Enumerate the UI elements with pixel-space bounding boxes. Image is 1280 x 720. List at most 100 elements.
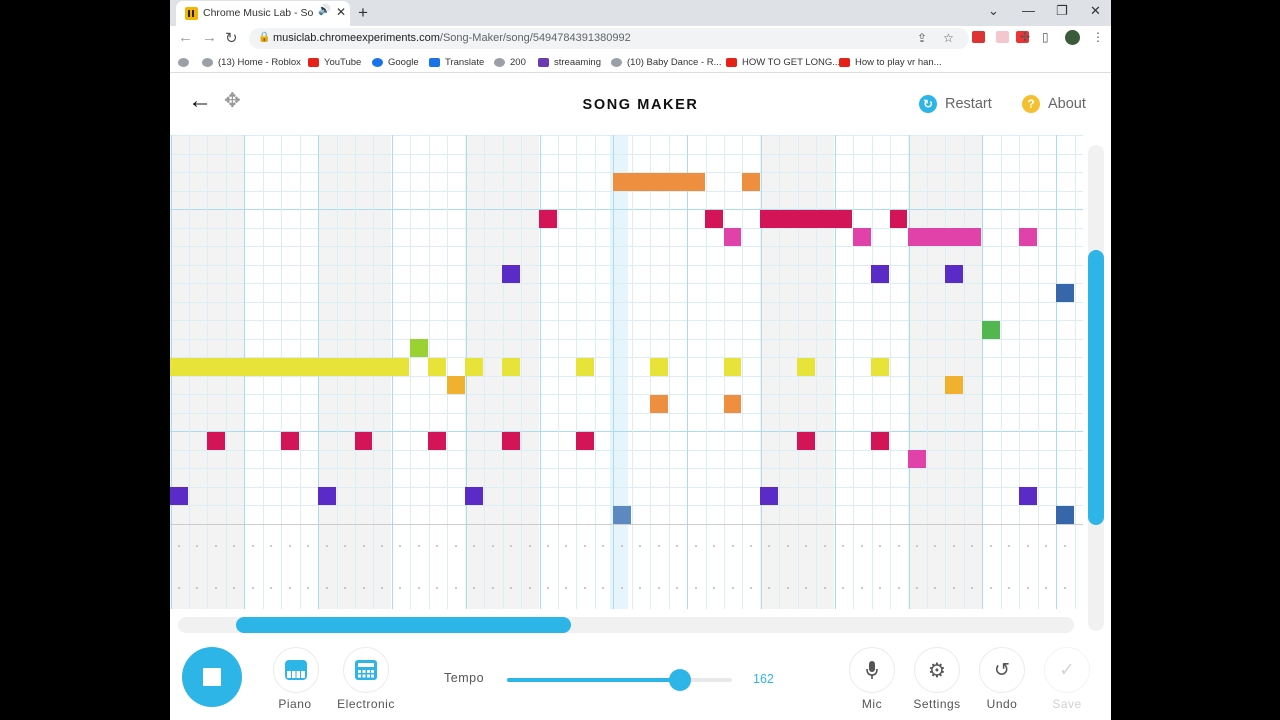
bookmark-item[interactable]: YouTube: [308, 55, 361, 69]
note-cell: [852, 228, 871, 246]
percussion-button[interactable]: [343, 647, 389, 693]
grid-column-line: [410, 135, 412, 609]
control-bar: Piano Electronic Tempo 162 Mic: [170, 637, 1111, 720]
grid-row-line: [170, 301, 1083, 303]
percussion-dot: [805, 587, 808, 589]
restart-button[interactable]: ↻ Restart: [919, 95, 992, 113]
bookmark-item[interactable]: Google: [372, 55, 419, 69]
grid-row-line: [170, 227, 1083, 229]
stop-button[interactable]: [182, 647, 242, 707]
browser-window: Chrome Music Lab - Song M 🔊 ✕ + ⌄ — ❐ ✕ …: [170, 0, 1111, 720]
grid-beat-line: [539, 135, 541, 609]
percussion-dot: [620, 545, 623, 547]
percussion-dot: [251, 587, 254, 589]
note-cell: [354, 431, 373, 450]
new-tab-button[interactable]: +: [358, 3, 368, 22]
share-icon[interactable]: ⇪: [917, 31, 928, 45]
extension-icon[interactable]: [1016, 31, 1029, 43]
back-arrow-icon[interactable]: ←: [188, 87, 212, 114]
percussion-dot: [713, 545, 716, 547]
extension-icon[interactable]: [972, 31, 985, 43]
move-arrows-icon[interactable]: ✥: [224, 90, 241, 112]
address-bar[interactable]: 🔒 musiclab.chromeexperiments.com/Song-Ma…: [249, 28, 969, 49]
percussion-dot: [214, 587, 217, 589]
minimize-button[interactable]: —: [1022, 3, 1035, 18]
tempo-slider-fill: [507, 678, 681, 682]
percussion-dot: [307, 545, 310, 547]
horizontal-scroll-thumb[interactable]: [236, 617, 571, 633]
reload-icon[interactable]: ↻: [225, 30, 238, 47]
settings-button[interactable]: ⚙: [914, 647, 960, 693]
percussion-dot: [214, 545, 217, 547]
grid-column-line: [1000, 135, 1002, 609]
profile-avatar-icon[interactable]: [1065, 30, 1080, 45]
percussion-dot: [454, 587, 457, 589]
tempo-slider-knob[interactable]: [669, 669, 692, 691]
percussion-dot: [178, 545, 180, 547]
bookmark-label: Google: [388, 56, 419, 68]
bookmark-item[interactable]: (13) Home - Roblox: [202, 55, 301, 69]
bookmark-item[interactable]: Translate: [429, 55, 484, 69]
percussion-dot: [233, 587, 236, 589]
bookmark-label: Translate: [445, 56, 485, 68]
percussion-dot: [251, 545, 254, 547]
close-tab-icon[interactable]: ✕: [336, 5, 347, 19]
bookmark-item[interactable]: 200: [494, 55, 526, 69]
extensions-puzzle-icon[interactable]: ✣: [1020, 30, 1031, 44]
checkmark-icon: ✓: [1059, 659, 1075, 681]
save-button[interactable]: ✓: [1044, 647, 1090, 693]
percussion-dot: [897, 587, 900, 589]
bookmark-item[interactable]: How to play vr han...: [839, 55, 942, 69]
vertical-scroll-thumb[interactable]: [1088, 250, 1104, 525]
percussion-dot: [178, 587, 180, 589]
about-label: About: [1048, 96, 1086, 112]
bookmark-item[interactable]: (10) Baby Dance - R...: [611, 55, 722, 69]
grid-column-line: [631, 135, 633, 609]
note-cell: [502, 431, 521, 450]
percussion-dot: [528, 545, 531, 547]
percussion-dot: [325, 545, 328, 547]
percussion-dot: [454, 545, 457, 547]
speaker-icon[interactable]: 🔊: [318, 5, 331, 16]
bookmark-item[interactable]: HOW TO GET LONG...: [726, 55, 840, 69]
bookmark-label: YouTube: [324, 56, 362, 68]
undo-button[interactable]: ↺: [979, 647, 1025, 693]
tab-search-icon[interactable]: ⌄: [988, 3, 999, 18]
note-cell: [871, 357, 890, 376]
grid-column-line: [668, 135, 670, 609]
back-nav-icon[interactable]: ←: [178, 29, 193, 46]
percussion-dot: [380, 587, 383, 589]
grid-column-line: [926, 135, 928, 609]
browser-tab[interactable]: Chrome Music Lab - Song M 🔊 ✕: [176, 1, 350, 26]
extension-icon[interactable]: [996, 31, 1009, 43]
grid-row-line: [170, 190, 1083, 192]
bookmark-star-icon[interactable]: ☆: [943, 31, 954, 45]
percussion-dot: [731, 587, 734, 589]
close-window-button[interactable]: ✕: [1090, 3, 1101, 18]
percussion-dot: [989, 545, 992, 547]
note-cell: [797, 357, 816, 376]
tempo-label: Tempo: [444, 671, 485, 685]
percussion-dot: [602, 587, 605, 589]
percussion-dot: [1008, 545, 1011, 547]
maximize-button[interactable]: ❐: [1056, 3, 1068, 18]
percussion-dot: [288, 587, 291, 589]
note-cell: [723, 394, 742, 413]
bookmark-item[interactable]: streaaming: [538, 55, 601, 69]
forward-nav-icon[interactable]: →: [202, 29, 217, 46]
note-cell: [981, 320, 1000, 339]
menu-kebab-icon[interactable]: ⋮: [1092, 30, 1104, 44]
percussion-dot: [879, 587, 882, 589]
side-panel-icon[interactable]: ▯: [1042, 30, 1049, 44]
bookmarks-bar: (13) Home - Roblox YouTube Google Transl…: [170, 51, 1111, 73]
instrument-button[interactable]: [273, 647, 319, 693]
note-cell: [317, 487, 336, 505]
song-grid[interactable]: [170, 135, 1083, 609]
bookmark-item[interactable]: [178, 55, 189, 69]
grid-column-line: [853, 135, 855, 609]
grid-column-line: [1019, 135, 1021, 609]
grid-beat-line: [613, 135, 615, 609]
mic-button[interactable]: [849, 647, 895, 693]
about-button[interactable]: ? About: [1022, 95, 1086, 113]
percussion-dot: [971, 545, 974, 547]
